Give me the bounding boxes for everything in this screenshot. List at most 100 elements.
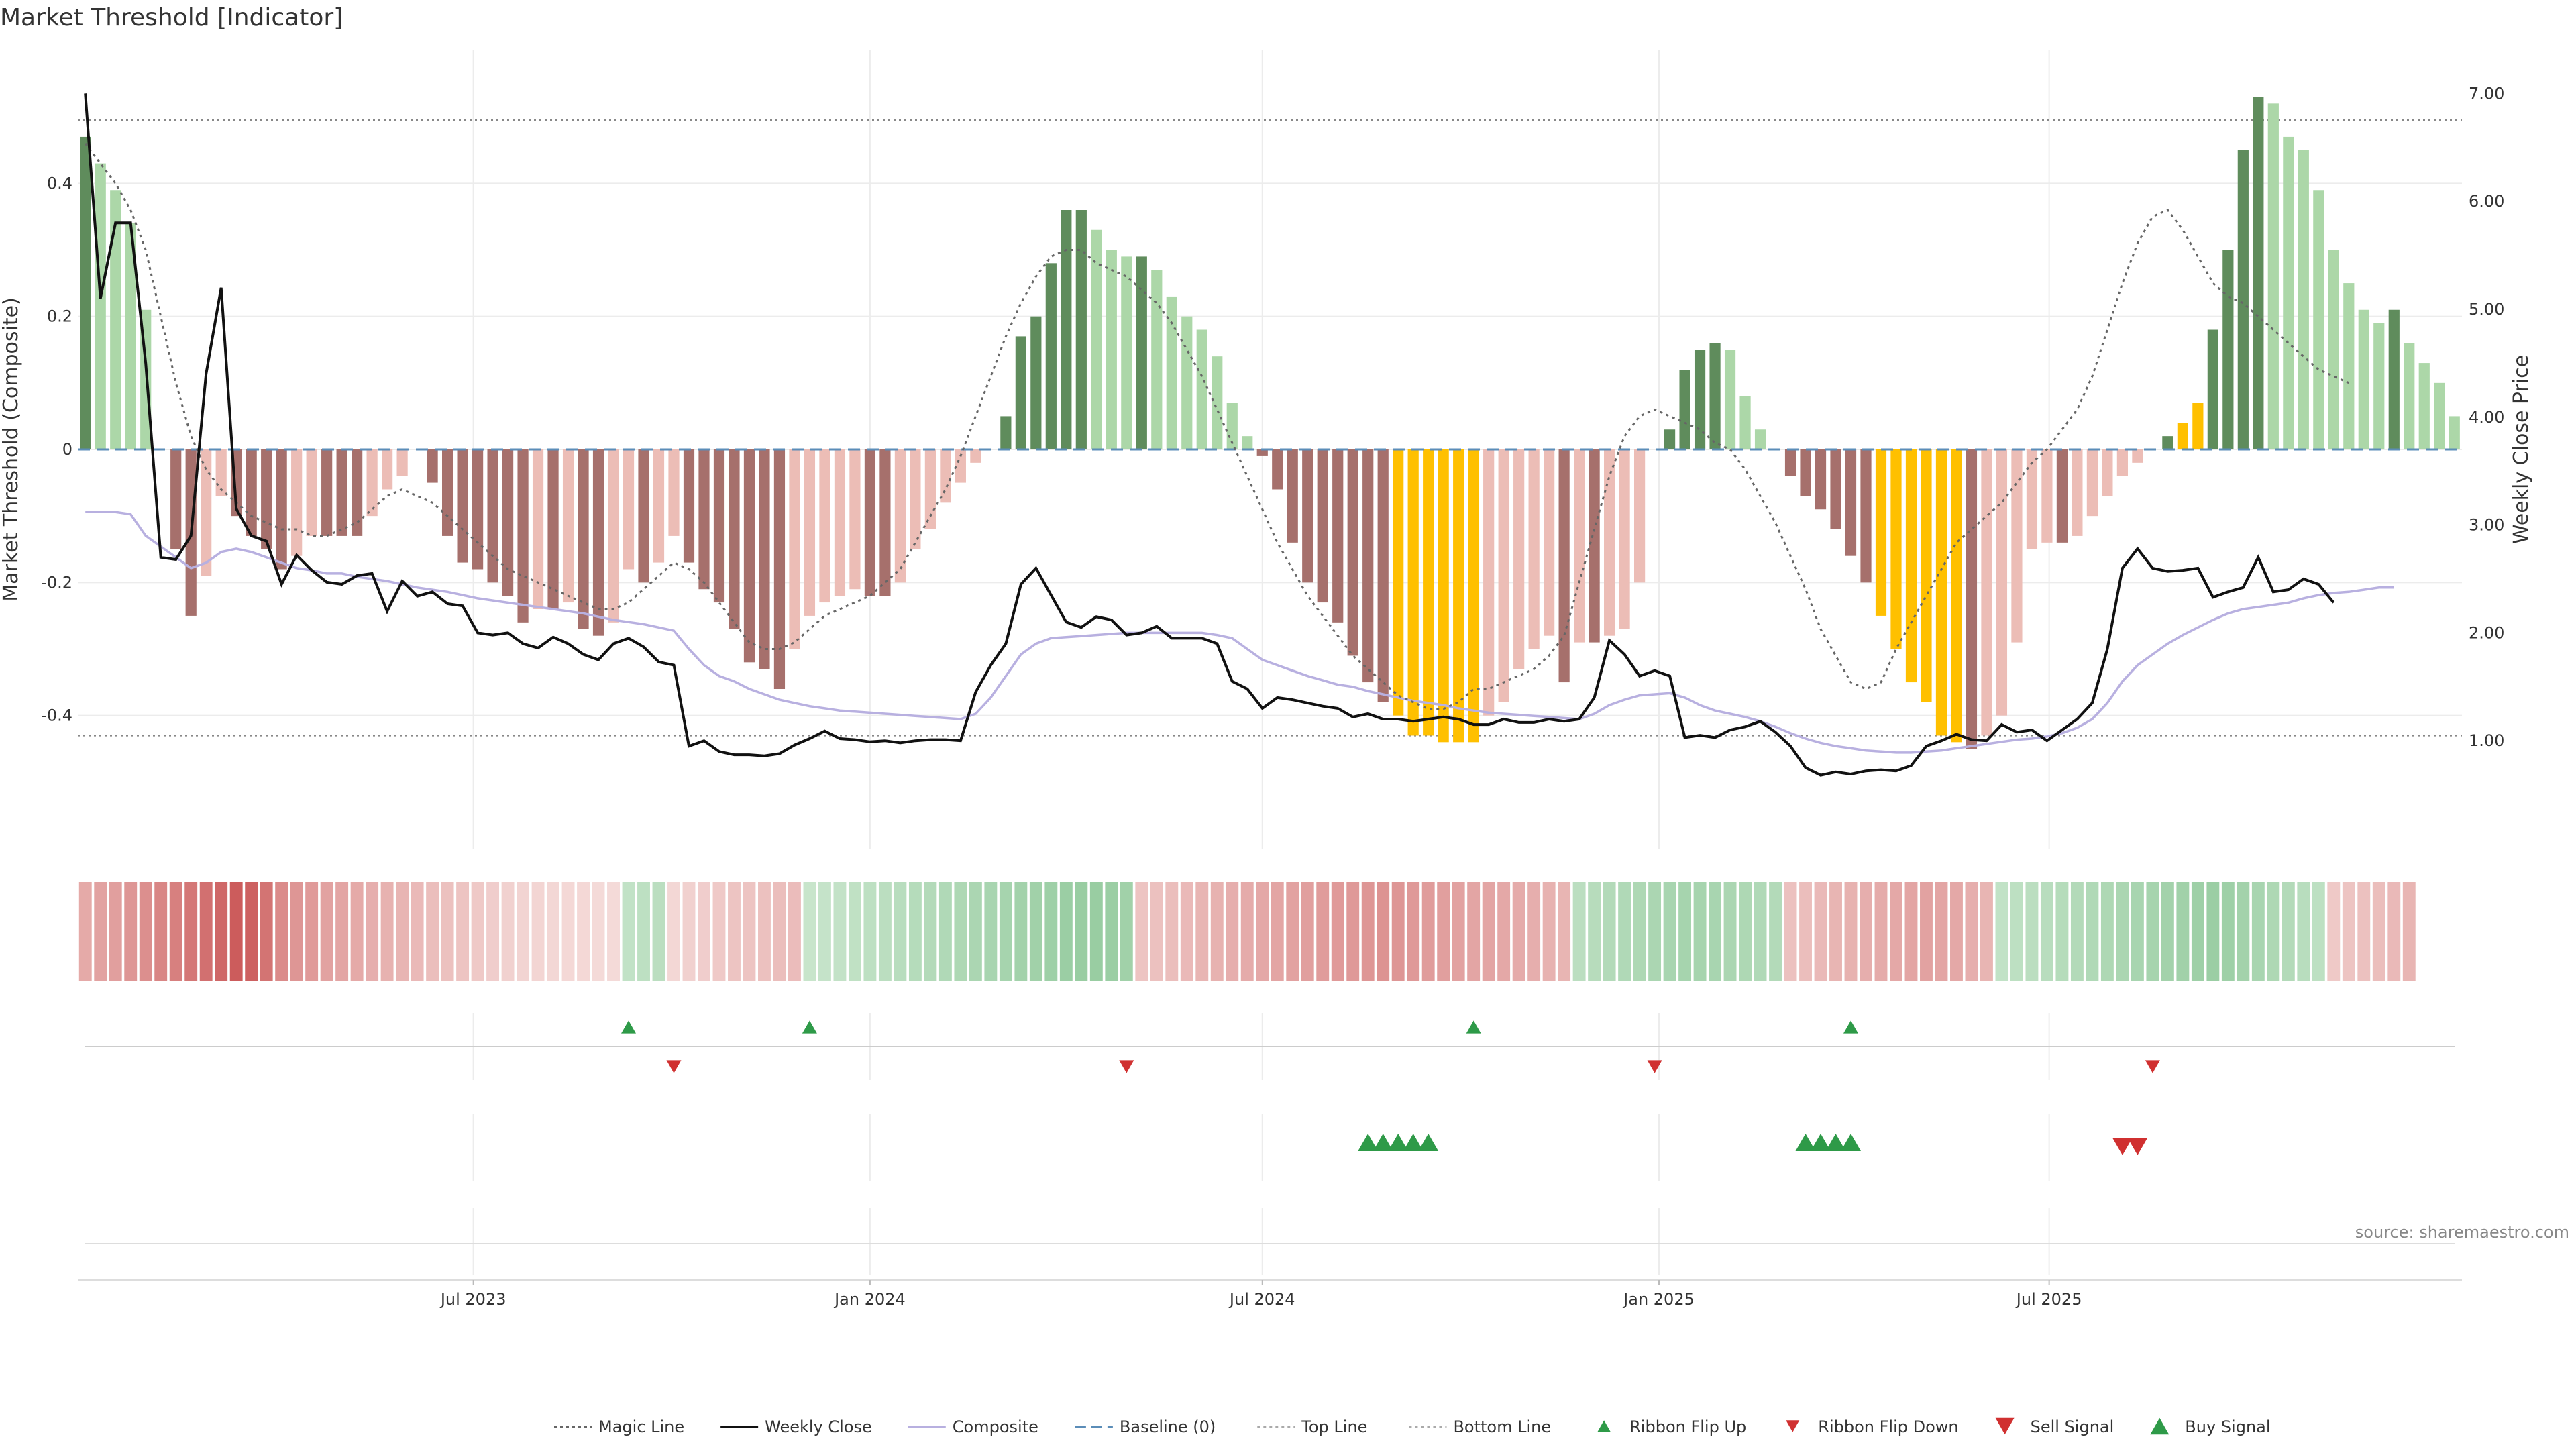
ribbon-strip — [78, 882, 2416, 981]
magic-line — [85, 142, 2349, 710]
ribbon-cell — [411, 882, 424, 981]
composite-bar — [1754, 429, 1766, 449]
ribbon-cell — [1165, 882, 1179, 981]
composite-bar — [2237, 150, 2249, 449]
ribbon-cell — [1467, 882, 1481, 981]
composite-bar — [2192, 402, 2204, 449]
composite-bar — [396, 449, 408, 476]
ribbon-cell — [1844, 882, 1858, 981]
composite-bar — [246, 449, 257, 536]
ribbon-cell — [2372, 882, 2385, 981]
composite-bar — [1604, 449, 1615, 636]
composite-bar — [2011, 449, 2023, 643]
composite-bar — [743, 449, 755, 663]
composite-bar — [1393, 449, 1404, 716]
composite-bar — [1000, 416, 1012, 449]
composite-bar — [1544, 449, 1555, 636]
ribbon-cell — [245, 882, 258, 981]
x-axis: Jul 2023 Jan 2024 Jul 2024 Jan 2025 Jul 2025 — [78, 1279, 2462, 1309]
composite-bar — [2313, 190, 2324, 449]
y2-tick-label: 7.00 — [2469, 84, 2504, 103]
ribbon-cell — [1407, 882, 1420, 981]
ribbon-cell — [698, 882, 710, 981]
ribbon-cell — [2025, 882, 2039, 981]
composite-bar — [578, 449, 589, 629]
ribbon-cell — [984, 882, 998, 981]
ribbon-cell — [2040, 882, 2053, 981]
ribbon-cell — [1648, 882, 1662, 981]
composite-bar — [1362, 449, 1374, 683]
composite-bar — [970, 449, 981, 463]
ribbon-cell — [878, 882, 892, 981]
composite-bar — [804, 449, 816, 616]
composite-bar — [352, 449, 363, 536]
composite-bar — [638, 449, 649, 583]
composite-bar — [2449, 416, 2460, 449]
chart-title: Market Threshold [Indicator] — [0, 4, 343, 32]
composite-bar — [1377, 449, 1389, 702]
ribbon-cell — [1271, 882, 1284, 981]
ribbon-cell — [184, 882, 198, 981]
buy-signal-marker — [1373, 1134, 1393, 1151]
ribbon-cell — [1150, 882, 1163, 981]
ribbon-cell — [667, 882, 680, 981]
composite-bar — [1633, 449, 1646, 583]
ribbon-cell — [788, 882, 801, 981]
legend-swatch-triangle-up-icon — [2150, 1417, 2169, 1435]
composite-bar — [683, 449, 695, 563]
ribbon-cell — [1739, 882, 1752, 981]
composite-bar — [170, 449, 182, 549]
ribbon-cell — [1588, 882, 1601, 981]
composite-bar — [1513, 449, 1525, 669]
composite-bar — [321, 449, 333, 536]
composite-bar — [2358, 309, 2369, 449]
ribbon-cell — [2100, 882, 2114, 981]
legend-label: Ribbon Flip Down — [1818, 1417, 1958, 1436]
ribbon-cell — [456, 882, 470, 981]
composite-bar — [1724, 350, 1736, 449]
y-tick-label: 0.4 — [47, 174, 72, 193]
ribbon-cell — [1633, 882, 1646, 981]
composite-bar — [562, 449, 574, 603]
composite-bar — [1030, 316, 1042, 449]
legend-item-weekly-close: Weekly Close — [720, 1417, 872, 1436]
x-tick-label: Jul 2024 — [1228, 1290, 1295, 1309]
ribbon-cell — [380, 882, 394, 981]
composite-bar — [1407, 449, 1419, 736]
ribbon-cell — [2055, 882, 2069, 981]
ribbon-cell — [1075, 882, 1088, 981]
ribbon-cell — [2116, 882, 2129, 981]
ribbon-cell — [1120, 882, 1133, 981]
composite-bar — [1679, 370, 1690, 449]
composite-bar — [1951, 449, 1962, 743]
composite-bar — [623, 449, 635, 570]
composite-bar — [879, 449, 891, 596]
ribbon-cell — [426, 882, 439, 981]
ribbon-cell — [1814, 882, 1827, 981]
ribbon-cell — [1226, 882, 1239, 981]
legend-label: Composite — [953, 1417, 1038, 1436]
composite-bar — [1438, 449, 1449, 743]
ribbon-cell — [1860, 882, 1872, 981]
ribbon-cell — [743, 882, 756, 981]
ribbon-cell — [1678, 882, 1692, 981]
composite-bar — [1242, 436, 1253, 449]
y-tick-label: 0 — [62, 440, 72, 459]
ribbon-cell — [2206, 882, 2220, 981]
buy-signal-marker — [1811, 1134, 1831, 1151]
composite-bar — [2253, 97, 2264, 449]
composite-bar — [653, 449, 665, 563]
composite-bar — [668, 449, 680, 536]
composite-bar — [291, 449, 303, 556]
composite-bar — [1921, 449, 1932, 702]
legend-label: Weekly Close — [765, 1417, 872, 1436]
ribbon-cell — [1527, 882, 1541, 981]
ribbon-cell — [1497, 882, 1511, 981]
ribbon-cell — [1089, 882, 1103, 981]
ribbon-cell — [154, 882, 168, 981]
composite-bar — [2343, 283, 2355, 449]
ribbon-cell — [1935, 882, 1948, 981]
ribbon-cell — [652, 882, 665, 981]
composite-bar — [1966, 449, 1978, 749]
composite-bar — [834, 449, 846, 596]
